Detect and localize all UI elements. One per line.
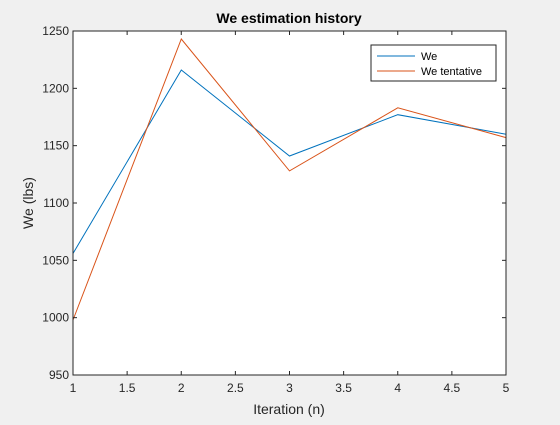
legend-label-we: We: [421, 51, 437, 63]
chart-title: We estimation history: [216, 10, 361, 26]
x-tick-label: 5: [503, 381, 510, 395]
x-tick-label: 1: [70, 381, 77, 395]
x-tick-label: 2.5: [227, 381, 244, 395]
y-tick-label: 1100: [43, 196, 69, 210]
y-tick-label: 950: [49, 368, 69, 382]
x-tick-label: 3.5: [335, 381, 352, 395]
y-tick-label: 1150: [43, 139, 69, 153]
plot-area: [73, 31, 506, 375]
y-axis-label: We (lbs): [20, 177, 36, 229]
legend: We We tentative: [371, 45, 496, 81]
y-tick-label: 1050: [42, 253, 69, 267]
x-tick-label: 3: [286, 381, 293, 395]
y-tick-label: 1200: [42, 81, 69, 95]
y-tick-label: 1000: [42, 311, 69, 325]
x-axis-label: Iteration (n): [253, 401, 325, 417]
x-tick-label: 1.5: [119, 381, 136, 395]
legend-label-we-tentative: We tentative: [421, 66, 482, 78]
y-tick-label: 1250: [42, 24, 69, 38]
x-tick-label: 4: [394, 381, 401, 395]
x-tick-label: 4.5: [444, 381, 461, 395]
x-tick-label: 2: [178, 381, 185, 395]
